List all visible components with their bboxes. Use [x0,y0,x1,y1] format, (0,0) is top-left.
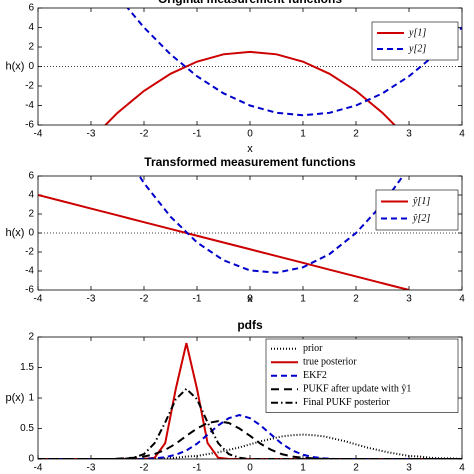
plot-lines [38,342,462,459]
legend-label: y[2] [408,43,426,54]
x-tick-label: 2 [353,294,359,305]
x-tick-label: 0 [247,463,253,474]
plot-frame [37,7,463,126]
series-line [104,50,396,125]
x-axis-label: x [247,293,253,305]
legend-label: PUKF after update with ŷ1 [303,384,411,395]
legend-label: ŷ[1] [412,196,430,207]
x-tick-label: 1 [300,463,306,474]
subplot: -4 -3 -2 -1 0 1 2 3 4 0 0.5 1 1.5 2 pdfs p(x) prior true … [6,318,466,473]
y-tick-label: 0.5 [20,423,34,434]
y-tick-label: 4 [28,190,34,201]
x-tick-label: 1 [300,294,306,305]
x-tick-label: 2 [353,463,359,474]
y-axis-label: p(x) [6,392,25,404]
chart-title: pdfs [237,318,263,332]
y-tick-label: -4 [25,100,34,111]
y-tick-label: 6 [28,171,34,182]
legend-label: ŷ[2] [412,213,430,224]
plot-lines [104,8,462,125]
x-tick-label: 4 [459,463,465,474]
y-tick-label: -2 [25,247,34,258]
legend-label: Final PUKF posterior [303,397,390,408]
x-tick-label: -2 [140,294,149,305]
x-tick-label: -4 [34,463,43,474]
x-tick-label: 3 [406,463,412,474]
x-tick-label: -3 [87,129,96,140]
y-tick-label: 4 [28,22,34,33]
y-tick-label: 2 [28,332,34,343]
legend-label: prior [303,343,323,354]
x-tick-label: -4 [34,129,43,140]
y-tick-label: -4 [25,266,34,277]
x-tick-label: 3 [406,129,412,140]
y-tick-label: 1 [28,393,34,404]
x-tick-label: -1 [193,294,202,305]
series-line [38,420,462,459]
y-tick-label: -6 [25,120,34,131]
x-tick-label: 0 [247,294,253,305]
y-tick-label: 0 [28,228,34,239]
legend-label: EKF2 [303,370,327,381]
y-tick-label: -2 [25,81,34,92]
x-tick-label: -3 [87,463,96,474]
y-tick-label: 6 [28,3,34,14]
x-tick-label: 4 [459,129,465,140]
x-tick-label: 0 [247,129,253,140]
y-tick-label: 0 [28,61,34,72]
x-tick-label: -2 [140,463,149,474]
x-tick-label: -1 [193,463,202,474]
x-tick-label: 4 [459,294,465,305]
plot-frame [37,336,463,460]
y-tick-label: -6 [25,285,34,296]
x-tick-label: -1 [193,129,202,140]
legend-label: y[1] [408,27,426,38]
x-tick-label: 3 [406,294,412,305]
x-tick-label: -4 [34,294,43,305]
chart-title: Original measurement functions [158,0,342,6]
plot-lines [38,176,410,290]
y-axis-label: h(x) [6,60,25,72]
y-tick-label: 2 [28,42,34,53]
x-tick-label: 1 [300,129,306,140]
legend-box [375,189,459,231]
plot-frame [37,175,463,291]
y-axis-label: h(x) [6,227,25,239]
legend-box [371,21,459,61]
x-tick-label: -3 [87,294,96,305]
y-tick-label: 1.5 [20,362,34,373]
x-axis-label: x [247,143,253,155]
legend-label: true posterior [303,357,357,368]
y-tick-label: 0 [28,454,34,465]
series-line [38,194,410,290]
series-line [126,8,462,117]
series-line [38,414,462,459]
x-tick-label: 2 [353,129,359,140]
legend-box [265,338,459,413]
x-tick-label: -2 [140,129,149,140]
y-tick-label: 2 [28,209,34,220]
series-line [38,433,462,459]
chart-title: Transformed measurement functions [144,155,356,169]
